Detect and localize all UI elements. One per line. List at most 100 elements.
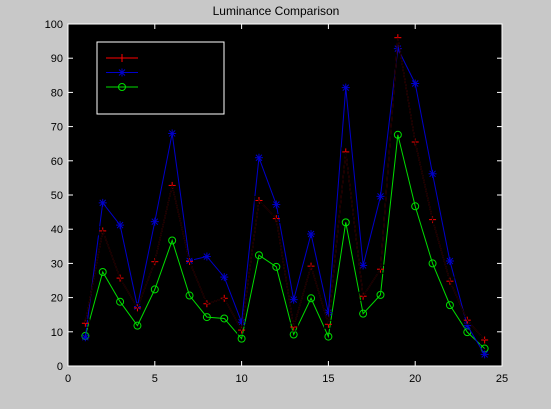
star-marker-d2 bbox=[411, 80, 419, 87]
data-point-sr-output bbox=[445, 276, 455, 286]
data-point-camera bbox=[237, 318, 246, 327]
data-point-sr-output bbox=[98, 226, 108, 236]
data-point-cast bbox=[307, 294, 316, 303]
y-tick-label: 80 bbox=[51, 87, 63, 99]
data-point-sr-output bbox=[80, 318, 90, 328]
star-marker-d2 bbox=[325, 309, 332, 317]
legend-label-cast: cast bbox=[162, 80, 185, 94]
data-point-camera bbox=[480, 350, 489, 359]
data-point-sr-output bbox=[428, 215, 438, 225]
data-point-camera bbox=[341, 83, 350, 92]
star-marker-d2 bbox=[359, 262, 367, 269]
star-marker-d2 bbox=[394, 45, 402, 52]
y-tick-label: 40 bbox=[51, 224, 63, 236]
legend-marker-camera bbox=[118, 68, 126, 77]
star-marker-d2 bbox=[203, 253, 211, 260]
series-line-sr-output bbox=[84, 37, 486, 341]
star-marker-d2 bbox=[481, 351, 488, 358]
star-marker-d2 bbox=[342, 84, 350, 91]
y-tick-label: 90 bbox=[51, 53, 63, 65]
data-point-sr-output bbox=[306, 261, 316, 271]
legend-label-sr-output: SR output bbox=[162, 95, 216, 109]
data-point-sr-output bbox=[132, 303, 142, 313]
data-point-cast bbox=[324, 332, 333, 341]
data-point-cast bbox=[428, 259, 437, 268]
legend-label-camera: camera bbox=[162, 66, 202, 80]
data-point-camera bbox=[445, 257, 454, 266]
data-point-camera bbox=[393, 44, 402, 53]
star-marker-d2 bbox=[255, 154, 263, 162]
star-marker-d2 bbox=[118, 69, 126, 76]
data-point-camera bbox=[202, 252, 211, 261]
x-tick-label: 0 bbox=[65, 373, 71, 385]
data-point-cast bbox=[133, 321, 142, 330]
data-point-sr-output bbox=[254, 195, 264, 205]
data-point-sr-output bbox=[462, 315, 472, 325]
data-point-cast bbox=[98, 267, 107, 276]
data-point-cast bbox=[445, 301, 454, 310]
data-point-sr-output bbox=[480, 335, 490, 345]
x-tick-label: 25 bbox=[496, 373, 508, 385]
data-point-camera bbox=[168, 129, 177, 138]
data-point-camera bbox=[254, 153, 263, 162]
data-point-cast bbox=[185, 291, 194, 300]
data-point-sr-output bbox=[219, 293, 229, 303]
data-point-cast bbox=[272, 262, 281, 271]
star-marker-d2 bbox=[116, 221, 124, 229]
data-point-cast bbox=[220, 314, 229, 323]
data-point-camera bbox=[81, 333, 90, 342]
star-marker-d2 bbox=[151, 218, 159, 226]
chart-title: Luminance Comparison bbox=[213, 4, 340, 18]
x-axis: 0 5 10 15 20 25 bbox=[65, 24, 508, 385]
data-point-sr-output bbox=[410, 137, 420, 147]
data-point-sr-output bbox=[202, 299, 212, 309]
data-point-sr-output bbox=[323, 319, 333, 329]
y-tick-label: 70 bbox=[51, 122, 63, 134]
data-point-cast bbox=[168, 236, 177, 245]
y-tick-label: 100 bbox=[45, 19, 63, 31]
data-point-sr-output bbox=[167, 180, 177, 190]
series-line-cast bbox=[84, 134, 485, 349]
data-point-cast bbox=[254, 251, 263, 260]
data-point-sr-output bbox=[358, 291, 368, 301]
data-point-sr-output bbox=[237, 325, 247, 335]
star-marker-d2 bbox=[168, 130, 176, 137]
star-marker-d2 bbox=[238, 318, 245, 326]
y-tick-label: 30 bbox=[51, 258, 63, 270]
legend-marker-original bbox=[118, 54, 126, 62]
series-line-camera bbox=[84, 46, 486, 355]
data-point-sr-output bbox=[115, 273, 125, 283]
y-tick-label: 60 bbox=[51, 156, 63, 168]
data-point-camera bbox=[307, 229, 316, 238]
data-point-camera bbox=[428, 169, 437, 178]
star-marker-d2 bbox=[99, 199, 107, 207]
legend-marker-cast bbox=[118, 83, 126, 91]
x-tick-label: 20 bbox=[409, 373, 421, 385]
legend-label-original: original bbox=[162, 51, 201, 65]
series-layer bbox=[80, 33, 490, 359]
star-marker-d2 bbox=[307, 230, 315, 238]
x-tick-label: 15 bbox=[322, 373, 334, 385]
data-point-camera bbox=[376, 192, 385, 201]
x-tick-label: 5 bbox=[152, 373, 158, 385]
y-axis: 0 10 20 30 40 50 60 70 80 90 100 bbox=[45, 19, 502, 373]
y-tick-label: 0 bbox=[57, 361, 63, 373]
legend-marker-sr-output bbox=[117, 97, 127, 106]
star-marker-d2 bbox=[429, 170, 436, 178]
data-point-cast bbox=[202, 313, 211, 322]
data-point-camera bbox=[150, 217, 159, 226]
data-point-sr-output bbox=[289, 322, 299, 332]
y-tick-label: 10 bbox=[51, 327, 63, 339]
star-marker-d2 bbox=[82, 333, 89, 341]
data-point-sr-output bbox=[271, 214, 281, 224]
star-marker-d2 bbox=[220, 273, 228, 281]
data-point-camera bbox=[289, 295, 298, 304]
data-point-cast bbox=[376, 290, 385, 299]
data-point-camera bbox=[220, 273, 229, 282]
data-point-sr-output bbox=[150, 257, 160, 267]
data-point-cast bbox=[341, 218, 350, 227]
data-point-sr-output bbox=[341, 147, 351, 157]
data-point-sr-output bbox=[375, 264, 385, 274]
star-marker-d2 bbox=[290, 296, 298, 304]
